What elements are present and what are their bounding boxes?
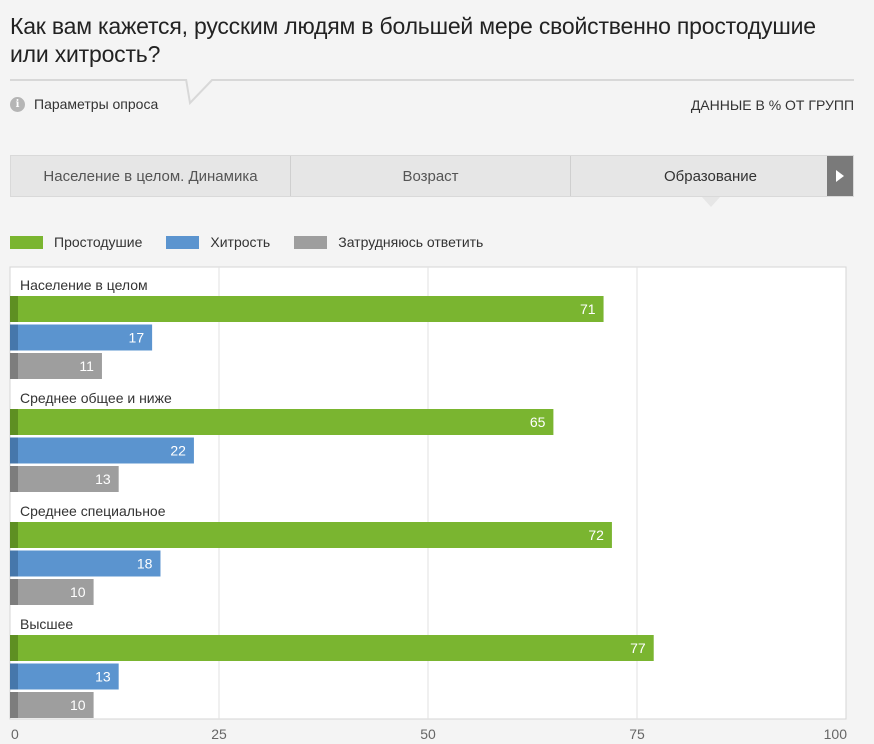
bar-value-label: 77	[630, 640, 646, 656]
x-tick-label: 50	[420, 726, 436, 742]
survey-parameters-label: Параметры опроса	[34, 96, 159, 112]
category-label: Среднее общее и ниже	[20, 390, 172, 406]
bar-edge	[10, 296, 18, 322]
bar-edge	[10, 324, 18, 351]
survey-parameters-link[interactable]: i Параметры опроса	[10, 96, 158, 112]
bar	[10, 579, 94, 605]
bar-value-label: 13	[95, 669, 111, 685]
x-tick-label: 75	[629, 726, 645, 742]
bar-value-label: 11	[79, 358, 94, 374]
bar-edge	[10, 409, 18, 435]
bar-edge	[10, 353, 18, 379]
units-label: ДАННЫЕ В % ОТ ГРУПП	[690, 97, 854, 113]
bar-value-label: 65	[530, 414, 546, 430]
legend-swatch	[10, 235, 43, 249]
bar	[10, 437, 194, 464]
bar	[10, 635, 654, 661]
bar	[10, 663, 119, 690]
bar-edge	[10, 692, 18, 718]
bar-chart: Население в целом 71 17 11 Среднее общее и н…	[9, 266, 848, 742]
bar-value-label: 13	[95, 471, 111, 487]
page-title: Как вам кажется, русским людям в большей…	[10, 13, 816, 67]
legend-item-cunning[interactable]: Хитрость	[166, 234, 270, 250]
x-tick-label: 0	[11, 726, 19, 742]
title-notch-decoration	[185, 79, 214, 105]
category-label: Высшее	[20, 616, 73, 632]
bar	[10, 466, 119, 492]
legend-label: Хитрость	[210, 234, 271, 250]
active-tab-pointer	[701, 197, 720, 207]
bar	[10, 522, 612, 548]
info-icon: i	[10, 96, 25, 112]
bar-edge	[10, 635, 18, 661]
bar-edge	[10, 466, 18, 492]
tab-label: Население в целом. Динамика	[43, 167, 258, 185]
bar	[10, 324, 153, 351]
legend-swatch	[294, 235, 328, 249]
tab-age[interactable]: Возраст	[291, 156, 571, 196]
tab-label: Образование	[664, 167, 757, 185]
tab-education[interactable]: Образование	[571, 156, 851, 207]
bar-value-label: 17	[129, 330, 145, 346]
bar-value-label: 10	[70, 584, 86, 600]
bar-value-label: 72	[588, 527, 604, 543]
legend-item-simplicity[interactable]: Простодушие	[10, 234, 142, 250]
legend-label: Простодушие	[54, 234, 143, 250]
tab-population-dynamics[interactable]: Население в целом. Динамика	[11, 156, 291, 196]
legend-swatch	[166, 235, 200, 249]
bar	[10, 353, 102, 379]
tabs-next-button[interactable]	[827, 156, 853, 196]
bar-value-label: 71	[580, 301, 596, 317]
legend-item-undecided[interactable]: Затрудняюсь ответить	[294, 234, 483, 250]
bar-value-label: 22	[170, 443, 186, 459]
tab-label: Возраст	[402, 167, 459, 185]
bar-edge	[10, 579, 18, 605]
chart-legend: Простодушие Хитрость Затрудняюсь ответит…	[10, 234, 507, 250]
bar-edge	[10, 663, 18, 690]
category-label: Среднее специальное	[20, 503, 166, 519]
title-divider	[10, 79, 854, 81]
bar-value-label: 18	[137, 556, 153, 572]
bar	[10, 409, 554, 435]
legend-label: Затрудняюсь ответить	[338, 234, 484, 250]
bar-edge	[10, 522, 18, 548]
bar	[10, 550, 161, 577]
x-tick-label: 100	[824, 726, 848, 742]
bar	[10, 296, 604, 322]
category-label: Население в целом	[20, 277, 148, 293]
bar-edge	[10, 437, 18, 464]
bar	[10, 692, 94, 718]
chevron-right-icon	[836, 170, 844, 182]
bar-value-label: 10	[70, 697, 86, 713]
bar-edge	[10, 550, 18, 577]
x-tick-label: 25	[211, 726, 227, 742]
tab-bar: Население в целом. Динамика Возраст Обра…	[10, 155, 854, 207]
